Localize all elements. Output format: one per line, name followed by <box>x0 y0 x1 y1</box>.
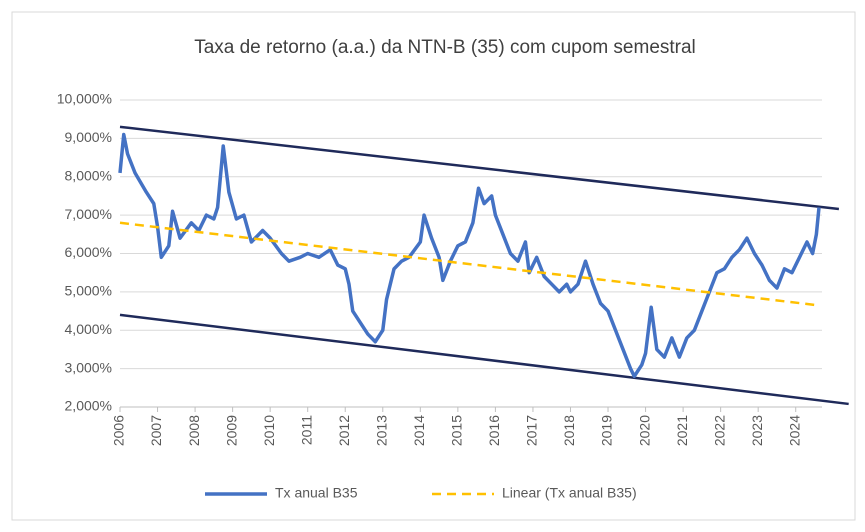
x-tick-label: 2007 <box>148 415 164 446</box>
x-tick-label: 2014 <box>411 415 427 446</box>
trend-line <box>119 221 819 307</box>
y-tick-label: 2,000% <box>65 398 112 414</box>
x-tick-label: 2018 <box>561 415 577 446</box>
y-tick-label: 9,000% <box>65 129 112 145</box>
y-tick-label: 6,000% <box>65 244 112 260</box>
x-tick-label: 2022 <box>711 415 727 446</box>
y-tick-label: 7,000% <box>65 206 112 222</box>
legend-label: Tx anual B35 <box>275 485 358 501</box>
x-tick-label: 2016 <box>486 415 502 446</box>
x-tick-label: 2021 <box>674 415 690 446</box>
x-tick-label: 2015 <box>449 415 465 446</box>
x-tick-label: 2019 <box>599 415 615 446</box>
channel-line <box>119 313 849 406</box>
x-tick-label: 2024 <box>786 415 802 446</box>
channel-line <box>119 125 840 211</box>
x-tick-label: 2013 <box>373 415 389 446</box>
y-tick-label: 10,000% <box>57 91 112 107</box>
chart-title: Taxa de retorno (a.a.) da NTN-B (35) com… <box>194 37 696 58</box>
data-line <box>118 132 821 379</box>
x-tick-label: 2020 <box>636 415 652 446</box>
x-tick-label: 2023 <box>749 415 765 446</box>
x-tick-label: 2011 <box>298 415 314 445</box>
legend-label: Linear (Tx anual B35) <box>502 485 637 501</box>
x-tick-label: 2017 <box>524 415 540 446</box>
y-tick-label: 5,000% <box>65 283 112 299</box>
y-tick-label: 4,000% <box>65 321 112 337</box>
x-tick-label: 2009 <box>223 415 239 446</box>
x-tick-label: 2008 <box>186 415 202 446</box>
chart-frame <box>11 11 856 521</box>
y-tick-label: 8,000% <box>65 167 112 183</box>
x-tick-label: 2006 <box>111 415 127 446</box>
x-tick-label: 2010 <box>261 415 277 446</box>
y-tick-label: 3,000% <box>65 359 112 375</box>
x-tick-label: 2012 <box>336 415 352 446</box>
